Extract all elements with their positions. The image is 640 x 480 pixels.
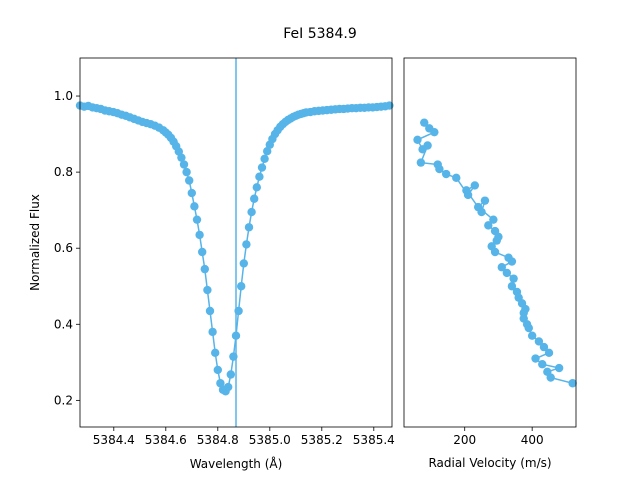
spectrum-data-point (234, 306, 243, 316)
spectrum-data-point (244, 223, 254, 232)
velocity-data-point (462, 186, 471, 195)
velocity-data-point (554, 363, 564, 373)
velocity-data-point (420, 118, 429, 127)
spectrum-data-point (250, 194, 259, 203)
spectrum-data-point (213, 365, 222, 375)
spectrum-axes-frame (79, 57, 393, 428)
velocity-ticks: 200 400 (453, 427, 544, 447)
spectrum-x-tick-label: 5385.2 (301, 433, 343, 447)
spectrum-data-point (208, 327, 217, 337)
spectrum-series-line (79, 104, 390, 393)
spectrum-data-point (226, 370, 235, 379)
spectrum-data-point (182, 167, 191, 177)
velocity-data-point (416, 158, 426, 167)
velocity-data-point (527, 331, 537, 340)
velocity-data-point (531, 354, 540, 363)
spectrum-data-point (252, 183, 261, 192)
spectrum-y-tick-label: 0.6 (54, 241, 73, 255)
spectrum-x-tick-label: 5384.4 (93, 433, 135, 447)
spectrum-data-point (190, 202, 199, 211)
spectrum-y-label: Normalized Flux (28, 194, 42, 291)
spectrum-data-point (216, 379, 225, 388)
spectrum-data-point (177, 153, 186, 162)
spectrum-data-point (200, 264, 209, 274)
spectrum-data-point (237, 282, 246, 291)
velocity-data-point (430, 127, 439, 137)
spectrum-data-point (263, 147, 272, 156)
spectrum-x-tick-label: 5385.4 (353, 433, 395, 447)
spectrum-data-point (198, 247, 207, 257)
spectrum-x-label: Wavelength (Å) (190, 456, 283, 471)
spectrum-data-point (257, 163, 267, 172)
velocity-x-label: Radial Velocity (m/s) (428, 456, 551, 470)
velocity-data-point (492, 236, 501, 245)
spectrum-y-tick-label: 0.4 (54, 317, 73, 331)
velocity-data-point (489, 215, 498, 224)
spectrum-x-tick-label: 5384.8 (197, 433, 239, 447)
velocity-data-point (423, 141, 432, 150)
velocity-data-point (480, 196, 490, 205)
velocity-axes-frame (403, 57, 577, 428)
spectrum-y-tick-label: 0.2 (54, 393, 73, 407)
spectrum-data-point (224, 382, 233, 392)
velocity-x-tick-label: 400 (521, 433, 544, 447)
spectrum-data-point (385, 101, 394, 110)
velocity-data-point (452, 173, 461, 183)
spectrum-data-point (255, 172, 264, 181)
velocity-data-point (484, 221, 493, 230)
spectrum-data-point (179, 160, 189, 169)
velocity-data-point (507, 257, 517, 266)
velocity-data-point (534, 337, 544, 346)
velocity-data-point (435, 164, 444, 174)
spectrum-data-point (247, 207, 256, 217)
spectrum-data-point (192, 215, 202, 224)
spectrum-x-tick-label: 5385.0 (249, 433, 291, 447)
velocity-data-point (490, 247, 500, 257)
velocity-x-tick-label: 200 (453, 433, 476, 447)
spectrum-data-point (231, 331, 241, 340)
spectrum-data-point (211, 348, 220, 358)
spectrum-data-point (260, 154, 269, 164)
velocity-data-point (441, 169, 451, 179)
spectrum-data-point (205, 306, 215, 316)
velocity-marks (413, 118, 577, 388)
spectrum-data-point (229, 352, 238, 361)
spectrum-y-tick-label: 1.0 (54, 89, 73, 103)
velocity-panel: 200 400 Radial Velocity (m/s) (403, 57, 577, 470)
velocity-data-point (470, 181, 480, 190)
velocity-data-point (507, 282, 517, 291)
spectrum-data-point (187, 188, 196, 198)
velocity-data-point (509, 274, 518, 283)
spectrum-y-tick-label: 0.8 (54, 165, 73, 179)
velocity-data-point (539, 342, 549, 352)
chart-title: FeI 5384.9 (283, 26, 356, 42)
velocity-data-point (474, 202, 483, 212)
spectrum-data-point (195, 230, 204, 240)
velocity-data-point (413, 135, 422, 144)
velocity-data-point (497, 263, 506, 272)
velocity-data-point (524, 323, 533, 333)
velocity-data-point (546, 373, 555, 382)
spectrum-data-point (203, 285, 212, 295)
spectrum-data-point (185, 176, 194, 185)
spectrum-ticks: 5384.4 5384.6 5384.8 5385.0 5385.2 5385.4 0.2 0… (54, 89, 395, 447)
velocity-data-point (544, 348, 554, 358)
spectrum-panel: 5384.4 5384.6 5384.8 5385.0 5385.2 5385.4 0.2 0… (28, 57, 395, 471)
spectrum-marks (75, 58, 394, 427)
velocity-data-point (538, 360, 547, 369)
spectrum-x-tick-label: 5384.6 (145, 433, 187, 447)
velocity-data-point (502, 268, 512, 278)
spectrum-data-point (239, 259, 248, 268)
spectrum-data-point (242, 240, 251, 249)
velocity-data-point (568, 379, 577, 388)
